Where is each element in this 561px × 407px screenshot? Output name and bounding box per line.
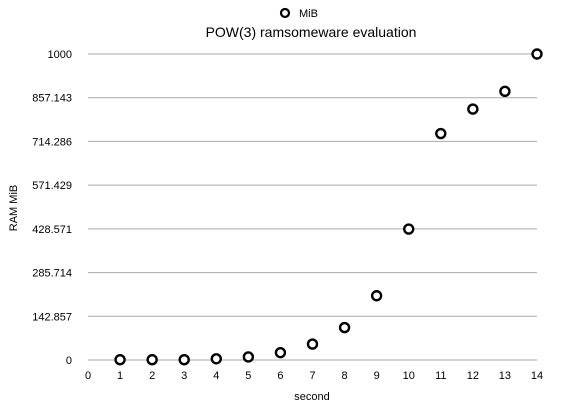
data-point xyxy=(435,127,447,140)
data-point xyxy=(403,223,415,235)
y-tick-label: 857.143 xyxy=(32,93,72,105)
data-point xyxy=(306,338,319,350)
data-point xyxy=(467,103,479,115)
y-tick-label: 142.857 xyxy=(32,311,72,323)
data-point xyxy=(146,353,158,366)
x-tick-label: 2 xyxy=(149,370,155,382)
data-point xyxy=(370,290,383,302)
x-tick-label: 1 xyxy=(117,370,123,382)
y-axis-ticks: 0 142.857 285.714 428.571 571.429 714.286 857.… xyxy=(32,49,72,367)
x-tick-label: 13 xyxy=(499,370,511,382)
x-tick-label: 3 xyxy=(181,370,187,382)
x-tick-label: 10 xyxy=(403,370,415,382)
data-point xyxy=(338,321,351,334)
data-point xyxy=(178,353,190,366)
chart-title: POW(3) ramsomeware evaluation xyxy=(206,24,417,40)
data-point xyxy=(210,353,222,365)
data-point xyxy=(242,351,255,363)
x-tick-label: 8 xyxy=(342,370,348,382)
data-point xyxy=(274,346,287,359)
x-axis-ticks: 0 1 2 3 4 5 6 7 8 9 10 11 12 13 14 xyxy=(85,370,543,382)
data-point xyxy=(531,48,543,60)
x-tick-label: 5 xyxy=(245,370,251,382)
y-tick-label: 428.571 xyxy=(32,224,72,236)
y-tick-label: 571.429 xyxy=(32,180,72,192)
y-axis-label: RAM MiB xyxy=(8,185,20,231)
legend-marker-icon xyxy=(279,7,291,19)
legend: MiB xyxy=(279,7,318,20)
y-tick-label: 714.286 xyxy=(32,136,72,148)
data-point xyxy=(499,85,511,98)
x-tick-label: 0 xyxy=(85,370,91,382)
x-tick-label: 9 xyxy=(374,370,380,382)
data-points xyxy=(114,48,543,366)
y-tick-label: 1000 xyxy=(48,49,72,61)
x-tick-label: 12 xyxy=(467,370,479,382)
y-tick-label: 0 xyxy=(66,355,72,367)
data-point xyxy=(114,353,126,366)
x-tick-label: 14 xyxy=(531,370,543,382)
x-tick-label: 11 xyxy=(435,370,446,382)
x-tick-label: 4 xyxy=(213,370,219,382)
grid xyxy=(88,53,537,317)
legend-label: MiB xyxy=(299,8,318,20)
x-tick-label: 7 xyxy=(309,370,315,382)
y-tick-label: 285.714 xyxy=(32,268,72,280)
x-axis-label: second xyxy=(294,391,329,403)
x-tick-label: 6 xyxy=(277,370,283,382)
